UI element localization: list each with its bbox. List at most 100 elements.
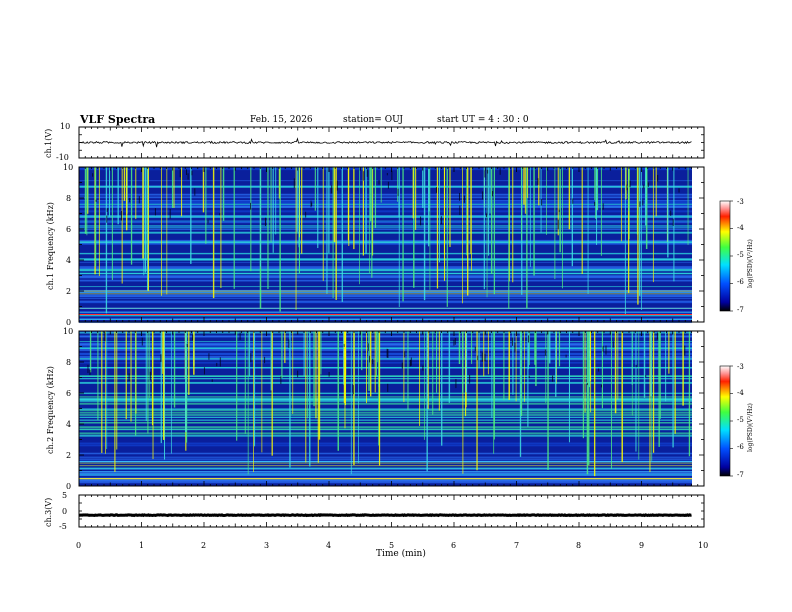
sferic: [483, 167, 485, 290]
sferic: [590, 331, 592, 413]
sferic: [529, 167, 531, 268]
spectrogram-gap: [138, 196, 140, 204]
sferic: [365, 331, 367, 404]
sferic: [548, 331, 551, 364]
ch3-trace: [78, 513, 692, 518]
sferic: [688, 331, 691, 457]
sferic: [270, 167, 272, 243]
spectrogram-band: [79, 298, 692, 299]
sferic: [371, 167, 373, 278]
spectrogram-gap: [207, 219, 209, 224]
spec2-ytick-8: 8: [66, 358, 72, 367]
xtick-8: 8: [576, 541, 582, 550]
spectrogram-gap: [486, 213, 488, 218]
sferic: [546, 167, 547, 235]
sferic: [644, 167, 647, 226]
spectrogram-gap: [514, 342, 516, 352]
sferic: [145, 331, 147, 422]
spectrogram-gap: [288, 339, 290, 348]
spectrogram-gap: [250, 353, 252, 363]
sferic: [443, 167, 445, 255]
spectrogram-band: [79, 366, 692, 369]
sferic: [341, 167, 343, 302]
sferic: [556, 331, 557, 384]
spectrogram-band: [79, 342, 692, 344]
spectrogram-gap: [459, 192, 461, 201]
spectrogram-gap: [149, 371, 151, 381]
colorbar-1: [719, 200, 731, 312]
spectrogram-gap: [491, 191, 493, 197]
spectrogram-gap: [352, 385, 354, 395]
sferic: [428, 167, 430, 247]
spectrogram-gap: [629, 180, 631, 188]
sferic: [617, 331, 619, 400]
sferic: [423, 167, 426, 301]
spectrogram-gap: [572, 198, 574, 204]
sferic: [524, 331, 525, 402]
spectrogram-gap: [626, 184, 628, 191]
sferic: [638, 167, 641, 296]
spectrogram-band: [79, 479, 692, 482]
spectrogram-gap: [128, 377, 130, 382]
sferic: [438, 331, 440, 411]
spectrogram-band: [79, 313, 692, 314]
cb2-tick-7: -7: [737, 471, 744, 479]
spectrogram-line: [79, 311, 692, 313]
spectrogram-gap: [605, 345, 607, 355]
spectrogram-band: [79, 220, 692, 222]
spectrogram-gap: [363, 171, 365, 181]
sferic: [624, 167, 626, 315]
spectrogram-line: [79, 468, 692, 470]
spectrogram-band: [79, 289, 692, 292]
sferic: [353, 167, 355, 250]
sferic: [220, 167, 222, 288]
ch3-ylabel: ch.3(V): [44, 497, 53, 527]
spectrogram-line: [79, 460, 692, 462]
spectrogram-gap: [481, 352, 483, 362]
sferic: [491, 331, 493, 419]
spectrogram-band: [79, 435, 692, 437]
sferic: [682, 331, 684, 406]
spectrogram-band: [79, 467, 692, 470]
sferic: [635, 331, 637, 452]
sferic: [350, 331, 352, 475]
sferic: [527, 167, 529, 199]
spectrogram-band: [79, 200, 692, 202]
spectrogram-band: [79, 301, 692, 304]
cb1-label: log(PSD)(V²/Hz): [747, 239, 754, 288]
spectrogram-gap: [106, 208, 108, 212]
sferic: [588, 331, 590, 466]
sferic: [162, 331, 165, 440]
sferic: [253, 331, 254, 473]
spectrogram-band: [79, 307, 692, 309]
sferic: [587, 167, 589, 294]
spectrogram-gap: [528, 375, 530, 379]
sferic: [173, 331, 176, 408]
spectrogram-gap: [328, 371, 330, 377]
cb1-tick-6: -6: [737, 278, 744, 286]
spectrogram-band: [79, 456, 692, 458]
spectrogram-gap: [366, 169, 368, 177]
spectrogram-band: [79, 203, 692, 206]
sferic: [589, 331, 591, 381]
spectrogram-gap: [487, 169, 489, 174]
spectrogram-gap: [397, 188, 399, 197]
spectrogram-band: [79, 348, 692, 351]
sferic: [86, 167, 88, 236]
sferic: [97, 331, 99, 421]
start-time-label: start UT = 4 : 30 : 0: [437, 115, 529, 125]
sferic: [135, 331, 137, 414]
spectrogram-gap: [642, 200, 644, 206]
sferic: [407, 331, 409, 410]
spectrogram-band: [79, 416, 692, 418]
spectrogram-2: [79, 331, 692, 486]
spectrogram-gap: [120, 211, 122, 221]
ch1-trace: [78, 137, 692, 148]
spectrogram-gap: [129, 197, 131, 203]
spectrogram-band: [79, 346, 692, 349]
sferic: [651, 331, 653, 461]
spectrogram-gap: [391, 171, 393, 181]
sferic: [558, 331, 561, 367]
sferic: [144, 167, 147, 273]
spectrogram-gap: [657, 174, 659, 182]
